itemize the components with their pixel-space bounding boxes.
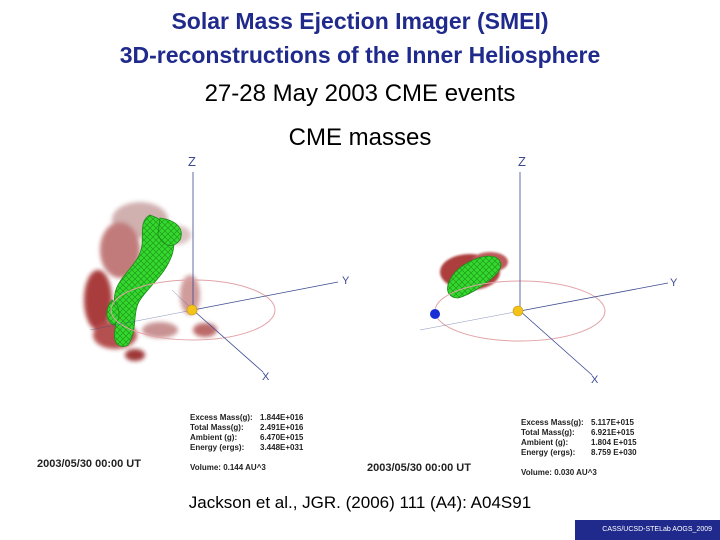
- left-cme-green-mass: [106, 214, 182, 347]
- right-timestamp: 2003/05/30 00:00 UT: [367, 462, 471, 474]
- left-y-label: Y: [342, 275, 350, 287]
- right-volume: Volume: 0.030 AU^3: [521, 468, 597, 477]
- left-stats-block: Excess Mass(g): 1.844E+016 Total Mass(g):…: [190, 413, 303, 473]
- left-sun: [186, 304, 198, 316]
- left-stat-row: Excess Mass(g): 1.844E+016: [190, 413, 304, 422]
- right-neg-y-axis: [419, 310, 521, 331]
- subtitle: 27-28 May 2003 CME events: [204, 80, 516, 107]
- left-neg-y-axis: [89, 309, 194, 331]
- citation: Jackson et al., JGR. (2006) 111 (A4): A0…: [188, 493, 532, 512]
- left-volume: Volume: 0.144 AU^3: [190, 463, 266, 472]
- right-stat-row: Total Mass(g): 6.921E+015: [521, 428, 635, 437]
- left-y-axis: [192, 281, 339, 311]
- right-panel-scene: Z Y X: [419, 154, 678, 386]
- right-stat-row: Excess Mass(g): 5.117E+015: [521, 418, 634, 427]
- right-stats-block: Excess Mass(g): 5.117E+015 Total Mass(g):…: [521, 418, 637, 478]
- left-z-label: Z: [188, 154, 196, 169]
- title-line-2: 3D-reconstructions of the Inner Heliosph…: [119, 42, 601, 68]
- right-z-label: Z: [518, 154, 526, 169]
- left-timestamp: 2003/05/30 00:00 UT: [37, 458, 141, 470]
- left-stat-row: Ambient (g): 6.470E+015: [190, 433, 304, 442]
- footer-badge: CASS/UCSD-STELab AOGS_2009: [575, 520, 720, 540]
- right-sun: [512, 305, 524, 317]
- right-stat-row: Energy (ergs): 8.759 E+030: [521, 448, 637, 457]
- left-stat-row: Energy (ergs): 3.448E+031: [190, 443, 304, 452]
- left-panel-scene: Z Y X: [84, 154, 350, 383]
- right-earth: [430, 309, 440, 319]
- section-label: CME masses: [288, 124, 432, 151]
- right-stat-row: Ambient (g): 1.804 E+015: [521, 438, 637, 447]
- right-cme-green-mass: [447, 255, 502, 299]
- left-stat-row: Total Mass(g): 2.491E+016: [190, 423, 304, 432]
- left-x-label: X: [262, 371, 270, 383]
- right-y-label: Y: [670, 277, 678, 289]
- left-x-axis: [192, 309, 264, 373]
- right-x-axis: [519, 310, 593, 376]
- right-y-axis: [519, 282, 669, 312]
- right-x-label: X: [591, 374, 599, 386]
- title-line-1: Solar Mass Ejection Imager (SMEI): [171, 8, 549, 34]
